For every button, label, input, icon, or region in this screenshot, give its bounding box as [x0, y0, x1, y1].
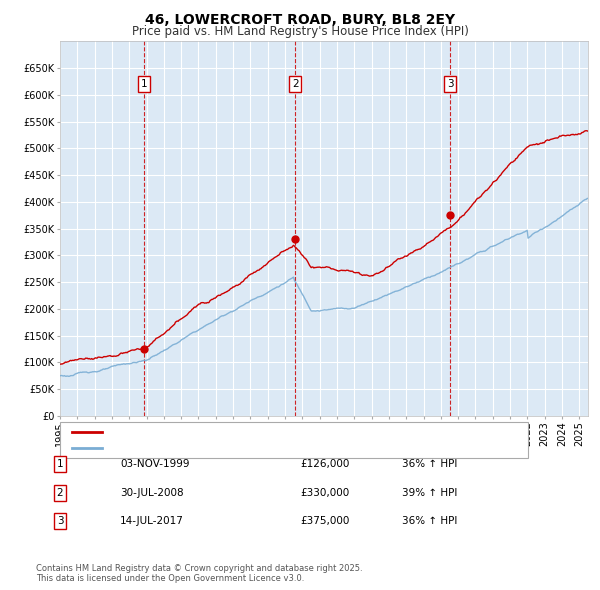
- Text: 3: 3: [56, 516, 64, 526]
- Text: £330,000: £330,000: [300, 488, 349, 497]
- Text: HPI: Average price, detached house, Bury: HPI: Average price, detached house, Bury: [105, 443, 313, 453]
- Text: 36% ↑ HPI: 36% ↑ HPI: [402, 516, 457, 526]
- Text: Contains HM Land Registry data © Crown copyright and database right 2025.
This d: Contains HM Land Registry data © Crown c…: [36, 563, 362, 583]
- Text: 46, LOWERCROFT ROAD, BURY, BL8 2EY (detached house): 46, LOWERCROFT ROAD, BURY, BL8 2EY (deta…: [105, 427, 395, 437]
- Text: 1: 1: [140, 79, 147, 89]
- Text: 1: 1: [56, 460, 64, 469]
- Text: Price paid vs. HM Land Registry's House Price Index (HPI): Price paid vs. HM Land Registry's House …: [131, 25, 469, 38]
- Text: 3: 3: [447, 79, 454, 89]
- Text: £375,000: £375,000: [300, 516, 349, 526]
- Text: 46, LOWERCROFT ROAD, BURY, BL8 2EY: 46, LOWERCROFT ROAD, BURY, BL8 2EY: [145, 13, 455, 27]
- Text: £126,000: £126,000: [300, 460, 349, 469]
- Text: 14-JUL-2017: 14-JUL-2017: [120, 516, 184, 526]
- Text: 39% ↑ HPI: 39% ↑ HPI: [402, 488, 457, 497]
- Text: 2: 2: [292, 79, 298, 89]
- Text: 36% ↑ HPI: 36% ↑ HPI: [402, 460, 457, 469]
- Text: 30-JUL-2008: 30-JUL-2008: [120, 488, 184, 497]
- Text: 2: 2: [56, 488, 64, 497]
- Text: 03-NOV-1999: 03-NOV-1999: [120, 460, 190, 469]
